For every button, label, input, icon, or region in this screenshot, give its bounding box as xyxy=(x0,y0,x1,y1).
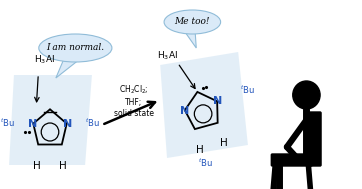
Polygon shape xyxy=(9,75,92,165)
Text: H: H xyxy=(59,161,67,171)
Text: $^t$Bu: $^t$Bu xyxy=(0,117,14,129)
Text: H$_3$Al: H$_3$Al xyxy=(157,49,178,62)
Text: I am normal.: I am normal. xyxy=(46,43,104,53)
Polygon shape xyxy=(184,30,196,48)
Circle shape xyxy=(293,81,320,109)
Ellipse shape xyxy=(39,34,112,62)
Text: N: N xyxy=(63,119,72,129)
Text: $^t$Bu: $^t$Bu xyxy=(240,83,255,95)
Text: Me too!: Me too! xyxy=(174,18,210,26)
Polygon shape xyxy=(160,52,248,158)
Text: solid state: solid state xyxy=(114,109,154,119)
Text: $^t$Bu: $^t$Bu xyxy=(85,117,100,129)
FancyBboxPatch shape xyxy=(310,112,321,166)
Text: H: H xyxy=(33,161,41,171)
Text: N: N xyxy=(180,106,189,116)
Text: H: H xyxy=(195,145,203,155)
Polygon shape xyxy=(56,58,79,78)
Text: THF;: THF; xyxy=(125,98,143,106)
Text: N: N xyxy=(214,96,223,106)
Text: CH$_2$Cl$_2$;: CH$_2$Cl$_2$; xyxy=(119,84,149,96)
Text: $^t$Bu: $^t$Bu xyxy=(198,157,213,169)
Text: H: H xyxy=(220,138,228,148)
Ellipse shape xyxy=(164,10,220,34)
Text: N: N xyxy=(28,119,37,129)
FancyBboxPatch shape xyxy=(272,154,312,166)
Text: H$_3$Al: H$_3$Al xyxy=(34,54,55,66)
